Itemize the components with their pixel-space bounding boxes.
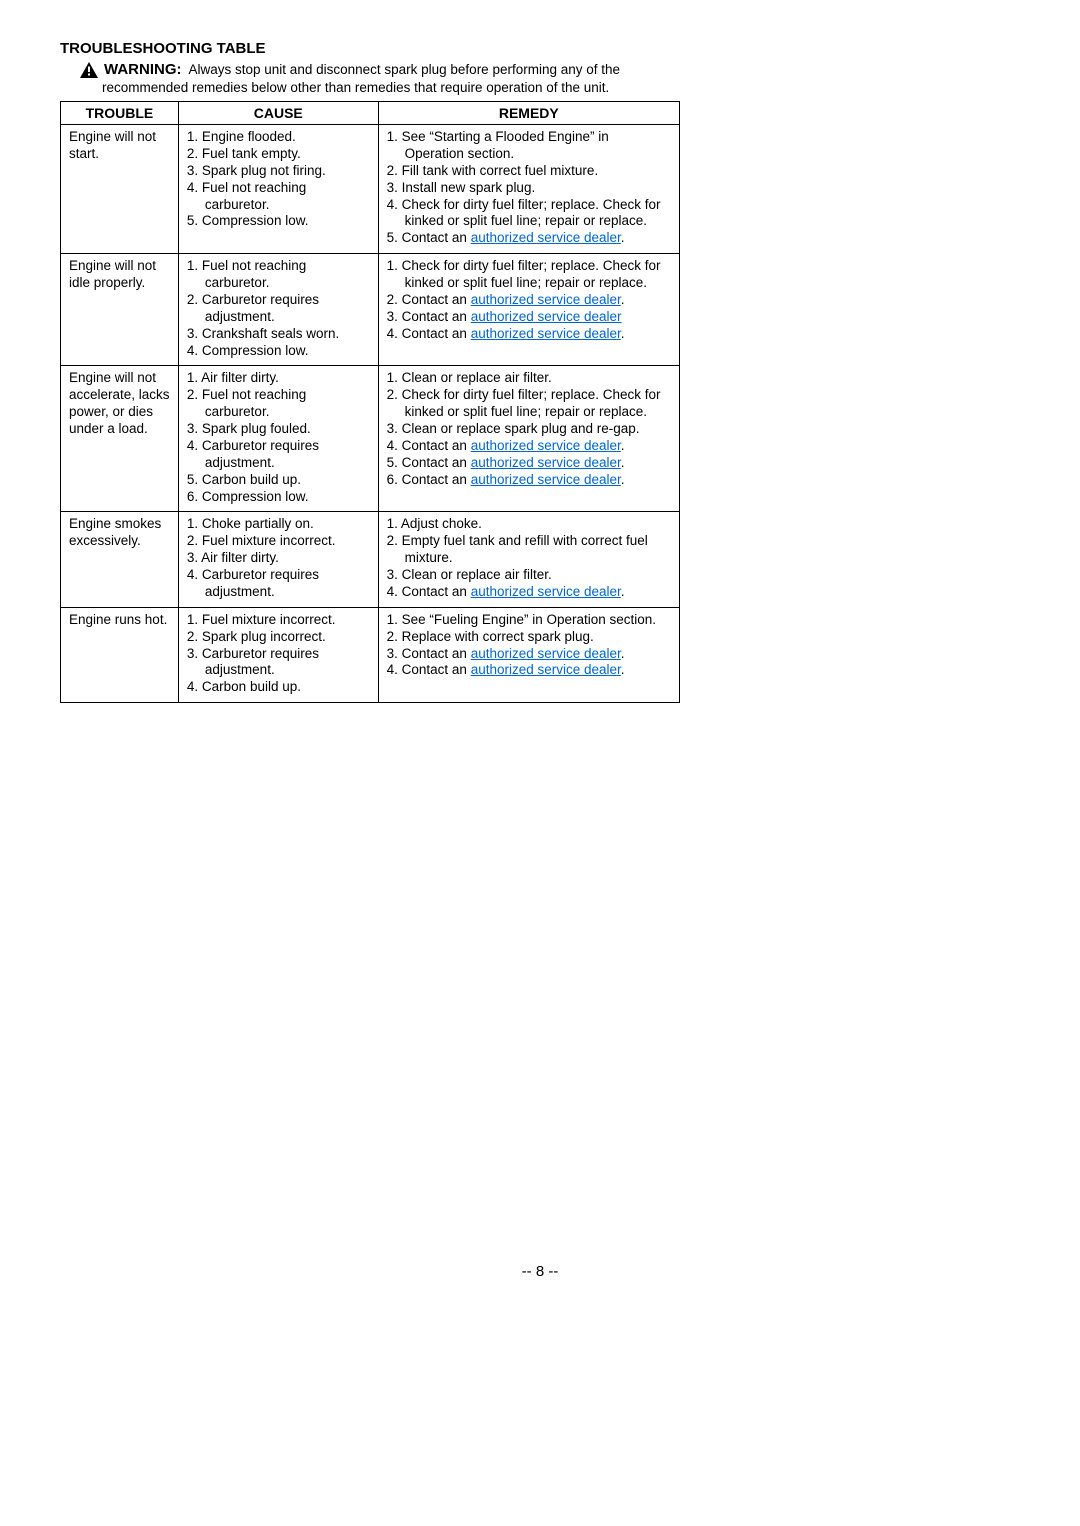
cause-item: 4. Carburetor requires adjustment. bbox=[187, 567, 370, 601]
remedy-item: 5. Contact an authorized service dealer. bbox=[387, 455, 671, 472]
table-row: Engine will not accelerate, lacks power,… bbox=[61, 366, 680, 512]
remedy-item: 2. Fill tank with correct fuel mixture. bbox=[387, 163, 671, 180]
warning-text-2: recommended remedies below other than re… bbox=[102, 80, 1020, 95]
cell-remedy: 1. See “Starting a Flooded Engine” in Op… bbox=[378, 125, 679, 254]
remedy-item: 1. Adjust choke. bbox=[387, 516, 671, 533]
remedy-item: 3. Install new spark plug. bbox=[387, 180, 671, 197]
remedy-item: 2. Check for dirty fuel filter; replace.… bbox=[387, 387, 671, 421]
cell-trouble: Engine will not idle properly. bbox=[61, 254, 179, 366]
cell-trouble: Engine will not accelerate, lacks power,… bbox=[61, 366, 179, 512]
cause-item: 1. Fuel not reaching carburetor. bbox=[187, 258, 370, 292]
cell-remedy: 1. Clean or replace air filter.2. Check … bbox=[378, 366, 679, 512]
cause-item: 2. Fuel tank empty. bbox=[187, 146, 370, 163]
remedy-item: 5. Contact an authorized service dealer. bbox=[387, 230, 671, 247]
warning-text-wrap: WARNING: Always stop unit and disconnect… bbox=[104, 61, 620, 78]
cause-item: 4. Carburetor requires adjustment. bbox=[187, 438, 370, 472]
warning-icon bbox=[80, 62, 98, 78]
warning-text-1: Always stop unit and disconnect spark pl… bbox=[189, 62, 621, 77]
warning-label: WARNING: bbox=[104, 61, 182, 78]
remedy-item: 3. Clean or replace spark plug and re-ga… bbox=[387, 421, 671, 438]
remedy-item: 2. Empty fuel tank and refill with corre… bbox=[387, 533, 671, 567]
th-remedy: REMEDY bbox=[378, 102, 679, 125]
cause-item: 6. Compression low. bbox=[187, 489, 370, 506]
cause-item: 2. Fuel not reaching carburetor. bbox=[187, 387, 370, 421]
authorized-service-dealer-link[interactable]: authorized service dealer bbox=[471, 455, 621, 470]
remedy-item: 1. See “Starting a Flooded Engine” in Op… bbox=[387, 129, 671, 163]
authorized-service-dealer-link[interactable]: authorized service dealer bbox=[471, 230, 621, 245]
cell-trouble: Engine smokes excessively. bbox=[61, 512, 179, 607]
cell-cause: 1. Fuel not reaching carburetor.2. Carbu… bbox=[178, 254, 378, 366]
cell-trouble: Engine will not start. bbox=[61, 125, 179, 254]
cause-item: 3. Spark plug not firing. bbox=[187, 163, 370, 180]
cause-item: 1. Choke partially on. bbox=[187, 516, 370, 533]
table-body: Engine will not start.1. Engine flooded.… bbox=[61, 125, 680, 703]
remedy-item: 4. Contact an authorized service dealer. bbox=[387, 662, 671, 679]
cause-item: 3. Carburetor requires adjustment. bbox=[187, 646, 370, 680]
table-row: Engine will not start.1. Engine flooded.… bbox=[61, 125, 680, 254]
cause-item: 5. Compression low. bbox=[187, 213, 370, 230]
remedy-item: 4. Check for dirty fuel filter; replace.… bbox=[387, 197, 671, 231]
authorized-service-dealer-link[interactable]: authorized service dealer bbox=[471, 662, 621, 677]
remedy-item: 1. Clean or replace air filter. bbox=[387, 370, 671, 387]
authorized-service-dealer-link[interactable]: authorized service dealer bbox=[471, 326, 621, 341]
remedy-item: 2. Replace with correct spark plug. bbox=[387, 629, 671, 646]
cause-item: 4. Carbon build up. bbox=[187, 679, 370, 696]
cause-item: 1. Engine flooded. bbox=[187, 129, 370, 146]
th-cause: CAUSE bbox=[178, 102, 378, 125]
cause-item: 4. Fuel not reaching carburetor. bbox=[187, 180, 370, 214]
remedy-item: 3. Clean or replace air filter. bbox=[387, 567, 671, 584]
remedy-item: 1. See “Fueling Engine” in Operation sec… bbox=[387, 612, 671, 629]
cause-item: 4. Compression low. bbox=[187, 343, 370, 360]
cell-remedy: 1. See “Fueling Engine” in Operation sec… bbox=[378, 607, 679, 702]
page-container: TROUBLESHOOTING TABLE WARNING: Always st… bbox=[0, 0, 1080, 1320]
cell-cause: 1. Choke partially on.2. Fuel mixture in… bbox=[178, 512, 378, 607]
cause-item: 2. Fuel mixture incorrect. bbox=[187, 533, 370, 550]
troubleshooting-table: TROUBLE CAUSE REMEDY Engine will not sta… bbox=[60, 101, 680, 703]
remedy-item: 3. Contact an authorized service dealer. bbox=[387, 646, 671, 663]
table-row: Engine runs hot.1. Fuel mixture incorrec… bbox=[61, 607, 680, 702]
cause-item: 5. Carbon build up. bbox=[187, 472, 370, 489]
cause-item: 2. Spark plug incorrect. bbox=[187, 629, 370, 646]
cause-item: 1. Fuel mixture incorrect. bbox=[187, 612, 370, 629]
remedy-item: 3. Contact an authorized service dealer bbox=[387, 309, 671, 326]
cell-cause: 1. Fuel mixture incorrect.2. Spark plug … bbox=[178, 607, 378, 702]
cell-cause: 1. Engine flooded.2. Fuel tank empty.3. … bbox=[178, 125, 378, 254]
warning-line-1: WARNING: Always stop unit and disconnect… bbox=[80, 61, 1020, 78]
page-number: -- 8 -- bbox=[60, 1263, 1020, 1280]
cell-remedy: 1. Check for dirty fuel filter; replace.… bbox=[378, 254, 679, 366]
cause-item: 2. Carburetor requires adjustment. bbox=[187, 292, 370, 326]
cause-item: 1. Air filter dirty. bbox=[187, 370, 370, 387]
remedy-item: 4. Contact an authorized service dealer. bbox=[387, 584, 671, 601]
authorized-service-dealer-link[interactable]: authorized service dealer bbox=[471, 584, 621, 599]
cause-item: 3. Air filter dirty. bbox=[187, 550, 370, 567]
authorized-service-dealer-link[interactable]: authorized service dealer bbox=[471, 309, 622, 324]
table-row: Engine will not idle properly.1. Fuel no… bbox=[61, 254, 680, 366]
cell-cause: 1. Air filter dirty.2. Fuel not reaching… bbox=[178, 366, 378, 512]
th-trouble: TROUBLE bbox=[61, 102, 179, 125]
cell-remedy: 1. Adjust choke.2. Empty fuel tank and r… bbox=[378, 512, 679, 607]
remedy-item: 1. Check for dirty fuel filter; replace.… bbox=[387, 258, 671, 292]
authorized-service-dealer-link[interactable]: authorized service dealer bbox=[471, 292, 621, 307]
remedy-item: 2. Contact an authorized service dealer. bbox=[387, 292, 671, 309]
authorized-service-dealer-link[interactable]: authorized service dealer bbox=[471, 438, 621, 453]
section-title: TROUBLESHOOTING TABLE bbox=[60, 40, 1020, 57]
table-row: Engine smokes excessively.1. Choke parti… bbox=[61, 512, 680, 607]
cause-item: 3. Spark plug fouled. bbox=[187, 421, 370, 438]
authorized-service-dealer-link[interactable]: authorized service dealer bbox=[471, 472, 621, 487]
remedy-item: 4. Contact an authorized service dealer. bbox=[387, 326, 671, 343]
table-header-row: TROUBLE CAUSE REMEDY bbox=[61, 102, 680, 125]
remedy-item: 4. Contact an authorized service dealer. bbox=[387, 438, 671, 455]
authorized-service-dealer-link[interactable]: authorized service dealer bbox=[471, 646, 621, 661]
remedy-item: 6. Contact an authorized service dealer. bbox=[387, 472, 671, 489]
cell-trouble: Engine runs hot. bbox=[61, 607, 179, 702]
cause-item: 3. Crankshaft seals worn. bbox=[187, 326, 370, 343]
